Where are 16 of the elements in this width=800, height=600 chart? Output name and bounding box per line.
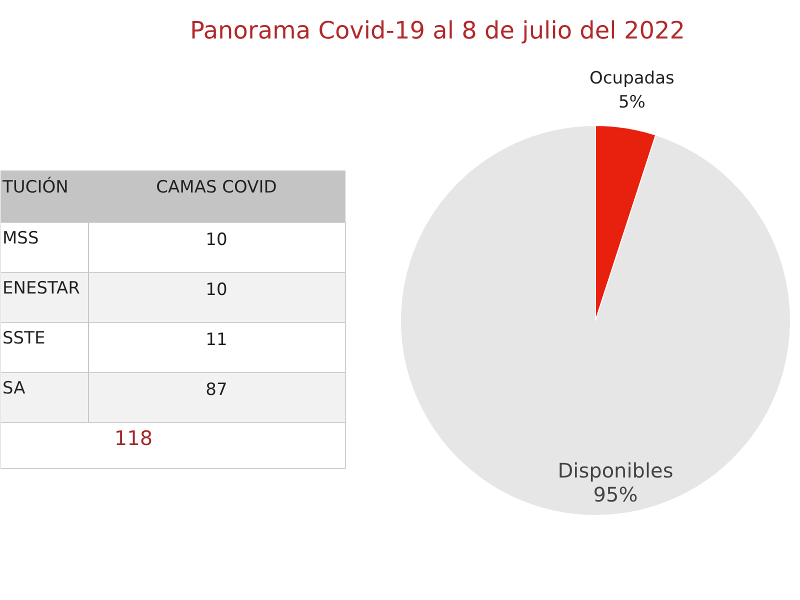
data-label: 10: [206, 280, 228, 300]
category-label: SSTE: [2, 328, 46, 348]
data-label: 87: [206, 380, 228, 400]
text: CAMAS COVID: [156, 178, 277, 198]
text: TUCIÓN: [2, 176, 68, 198]
category-label: SA: [2, 378, 26, 398]
slice-label: Ocupadas: [590, 68, 674, 88]
text: 118: [114, 426, 153, 450]
chart-title: Panorama Covid-19 al 8 de julio del 2022: [190, 16, 686, 44]
category-label: MSS: [2, 228, 39, 248]
data-label: 11: [206, 330, 228, 350]
data-label: 10: [206, 230, 228, 250]
data-label: 5%: [618, 92, 646, 112]
category-label: ENESTAR: [2, 278, 80, 298]
data-label: 95%: [593, 482, 638, 506]
slice-label: Disponibles: [558, 458, 674, 482]
